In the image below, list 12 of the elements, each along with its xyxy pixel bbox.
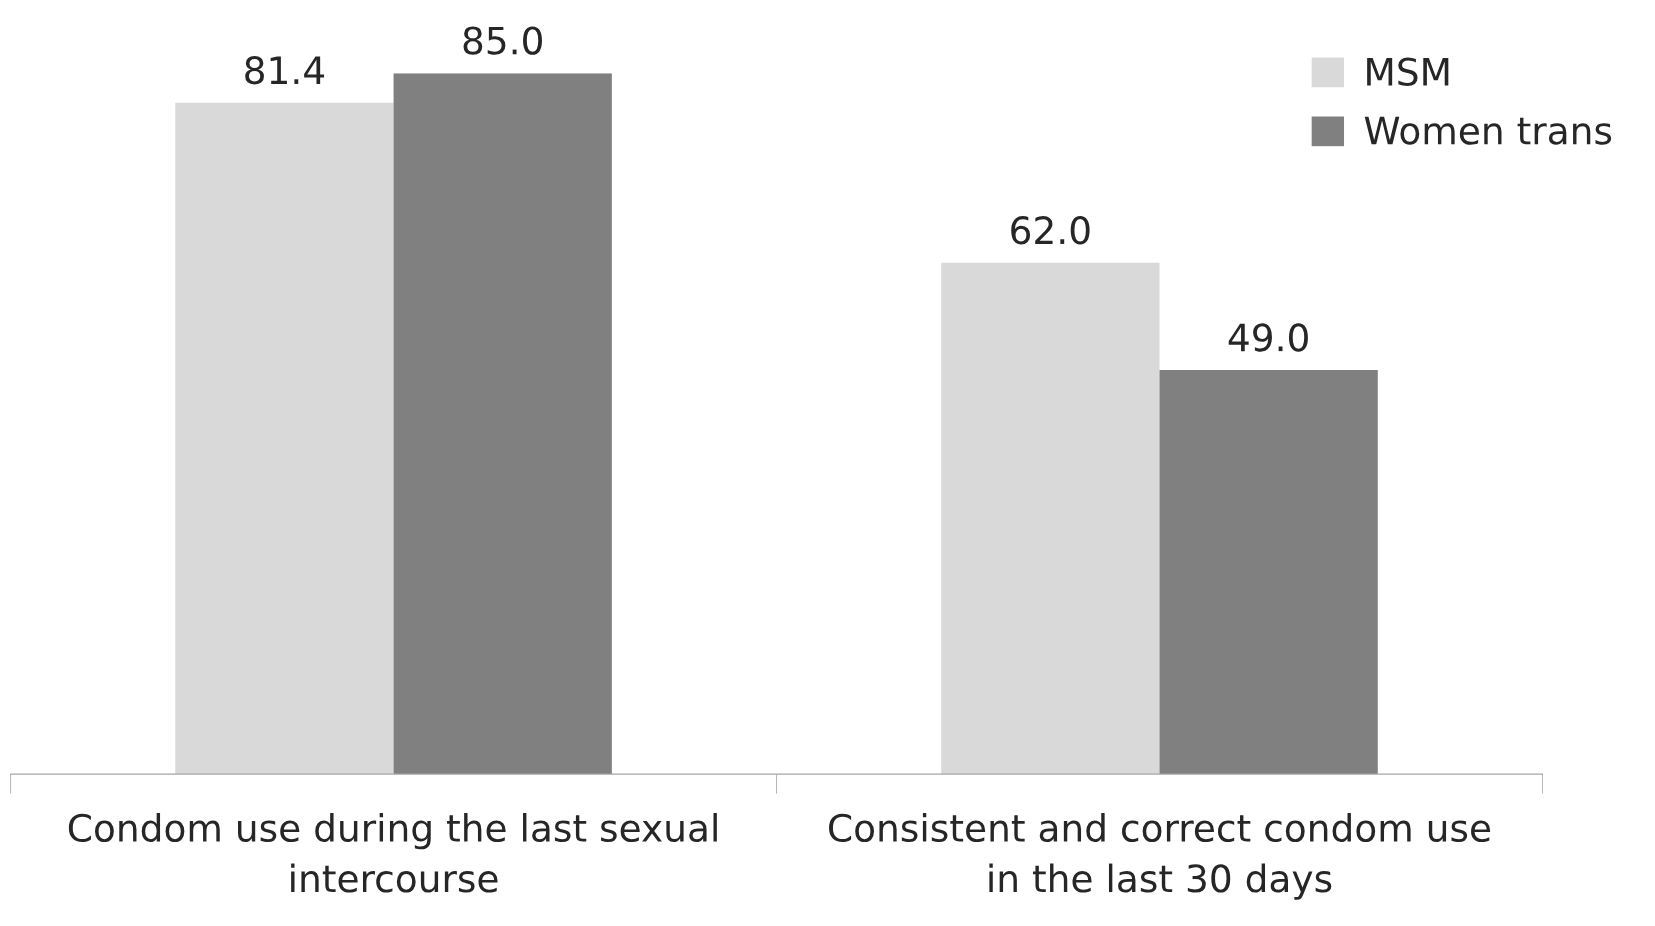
x-tick-label: Consistent and correct condom use in the last 30 days xyxy=(829,813,1491,900)
bar xyxy=(393,73,612,775)
data-label: 85.0 xyxy=(463,26,542,55)
bar xyxy=(175,102,394,775)
data-label: 62.0 xyxy=(1011,216,1090,245)
legend-label: Women trans xyxy=(1364,116,1612,145)
bar xyxy=(1159,370,1378,775)
legend-label: MSM xyxy=(1367,57,1449,86)
bar xyxy=(941,262,1160,775)
data-label: 81.4 xyxy=(245,56,325,85)
x-tick-label: Condom use during the last sexual intercourse xyxy=(68,813,717,893)
data-label: 49.0 xyxy=(1228,323,1308,352)
